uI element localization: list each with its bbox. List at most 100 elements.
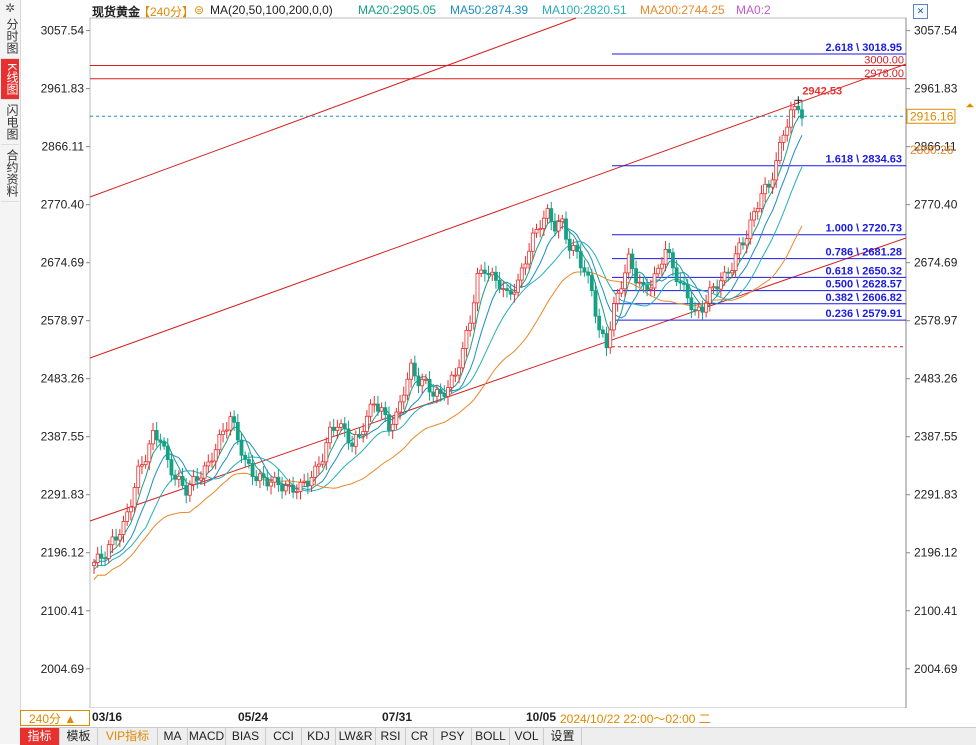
candle-body — [232, 416, 237, 423]
side-tab-flash[interactable]: 闪电图 — [1, 100, 19, 146]
fib-label: 1.000 \ 2720.73 — [826, 223, 902, 235]
settings-circle-icon[interactable]: ⊜ — [194, 3, 205, 17]
candle-body — [519, 267, 524, 281]
y-tick-label: 2004.69 — [41, 662, 85, 676]
channel-line-upper[interactable] — [89, 17, 577, 198]
fib-label: 0.500 \ 2628.57 — [826, 279, 902, 291]
candle-body — [206, 461, 211, 467]
candle-body — [582, 267, 587, 273]
candle-body — [423, 378, 428, 381]
y-tick-label: 3057.54 — [914, 24, 958, 38]
x-tick: 10/05 — [526, 710, 557, 724]
candle-body — [376, 403, 380, 412]
ma200-value: MA200:2744.25 — [640, 3, 725, 17]
candle-body — [246, 459, 251, 464]
candle-body — [438, 389, 443, 394]
gear-icon[interactable]: ✲ — [4, 1, 16, 15]
candle-body — [619, 288, 624, 294]
candle-body — [597, 315, 602, 331]
tab-kdj[interactable]: KDJ — [302, 728, 336, 745]
tab-indicator[interactable]: 指标 — [20, 728, 60, 745]
candle-body — [106, 544, 111, 559]
side-tab-kline[interactable]: K线图 — [1, 59, 19, 101]
candle-body — [615, 292, 620, 304]
tab-boll[interactable]: BOLL — [472, 728, 510, 745]
y-tick-label: 2100.41 — [914, 604, 958, 618]
chart-header: 现货黄金 【240分】 ⊜ MA(20,50,100,200,0,0) MA20… — [20, 0, 976, 19]
candle-body — [379, 407, 384, 412]
candle-body — [173, 474, 178, 480]
candle-body — [733, 253, 738, 272]
candle-body — [494, 271, 498, 281]
y-tick-label: 2004.69 — [914, 662, 958, 676]
candle-body — [342, 423, 347, 430]
period-label[interactable]: 【240分】 — [138, 5, 195, 19]
candle-body — [490, 271, 495, 276]
symbol-name: 现货黄金 — [92, 5, 141, 19]
tab-rsi[interactable]: RSI — [376, 728, 406, 745]
candle-body — [287, 484, 292, 487]
tab-cr[interactable]: CR — [406, 728, 434, 745]
side-tab-contract[interactable]: 合约资料 — [1, 145, 19, 203]
tab-settings[interactable]: 设置 — [544, 728, 582, 745]
price-level-label: 3000.00 — [864, 54, 904, 66]
tab-lwr[interactable]: LW&R — [336, 728, 376, 745]
tab-template[interactable]: 模板 — [60, 728, 98, 745]
candle-body — [560, 218, 565, 223]
y-tick-label: 2578.97 — [914, 314, 958, 328]
candle-body — [541, 217, 546, 229]
tab-vip[interactable]: VIP指标 — [98, 728, 158, 745]
candle-body — [752, 211, 756, 221]
tab-vol[interactable]: VOL — [510, 728, 544, 745]
candle-body — [298, 481, 303, 492]
candle-body — [140, 464, 144, 467]
candle-body — [800, 109, 804, 119]
close-icon[interactable]: ✕ — [913, 4, 928, 19]
candle-body — [777, 142, 782, 162]
tab-psy[interactable]: PSY — [434, 728, 472, 745]
candle-body — [696, 306, 701, 312]
tab-cci[interactable]: CCI — [266, 728, 302, 745]
candle-body — [718, 280, 723, 290]
side-tab-timeshare[interactable]: 分时图 — [1, 14, 19, 59]
candle-body — [99, 553, 104, 559]
channel-line-middle[interactable] — [89, 63, 907, 359]
tab-macd[interactable]: MACD — [188, 728, 226, 745]
candle-body — [722, 271, 727, 282]
candle-body — [180, 475, 185, 486]
candle-body — [589, 274, 594, 292]
candle-body — [626, 253, 631, 274]
fib-label: 0.382 \ 2606.82 — [826, 292, 902, 304]
candle-body — [187, 484, 192, 496]
candle-body — [191, 476, 196, 485]
candle-body — [294, 491, 299, 493]
candle-body — [162, 441, 166, 447]
tab-ma[interactable]: MA — [158, 728, 188, 745]
current-price-box — [906, 108, 956, 124]
candle-body — [195, 476, 200, 481]
candle-body — [505, 288, 509, 292]
candle-body — [556, 221, 561, 232]
candle-body — [387, 414, 391, 431]
candle-body — [221, 430, 225, 435]
ma100-value: MA100:2820.51 — [542, 3, 627, 17]
candle-body — [571, 245, 576, 251]
candle-body — [435, 389, 439, 397]
candle-body — [508, 290, 513, 295]
y-tick-label: 2961.83 — [914, 82, 958, 96]
period-select[interactable]: 240分 ▲ — [20, 710, 90, 726]
kline-chart[interactable]: 3057.54 3057.54 2961.83 2961.83 2866.11 2866.… — [0, 0, 976, 708]
ma200-line — [93, 225, 803, 580]
candle-body — [460, 348, 465, 369]
candle-body — [564, 218, 568, 240]
candle-body — [416, 375, 421, 387]
y-axis: 3057.54 3057.54 2961.83 2961.83 2866.11 2866.… — [41, 24, 958, 676]
candle-body — [202, 465, 207, 479]
candle-body — [324, 442, 329, 463]
fib-label: 0.618 \ 2650.32 — [826, 265, 902, 277]
candle-body — [770, 179, 775, 188]
candle-body — [737, 242, 742, 255]
candle-body — [224, 429, 229, 432]
tab-bias[interactable]: BIAS — [226, 728, 266, 745]
ma-params[interactable]: MA(20,50,100,200,0,0) — [210, 3, 333, 17]
